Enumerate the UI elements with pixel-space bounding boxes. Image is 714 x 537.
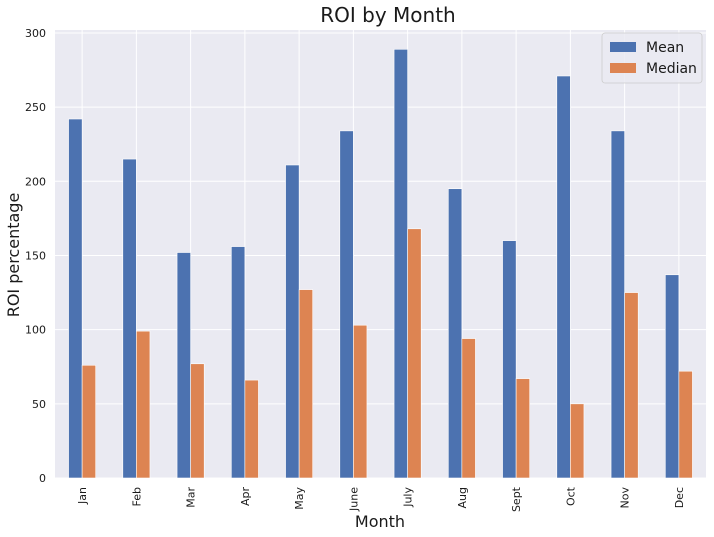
legend-swatch-mean [610,42,636,52]
bar-mean-nov [610,130,625,479]
x-tick-label: May [293,487,306,510]
x-tick-label: July [402,487,415,508]
legend-label-median: Median [646,61,697,77]
bar-mean-feb [122,158,137,479]
y-tick-label: 100 [25,324,46,337]
x-tick-label: Mar [185,487,198,508]
y-tick-label: 0 [39,472,46,485]
bar-mean-july [393,48,408,479]
bar-median-nov [624,292,639,479]
bar-median-apr [244,379,259,479]
bar-median-jan [81,364,96,479]
bar-mean-jan [68,118,83,479]
y-tick-label: 150 [25,249,46,262]
y-tick-label: 250 [25,101,46,114]
bar-median-aug [461,338,476,479]
x-tick-label: Jan [76,487,89,505]
y-tick-label: 300 [25,27,46,40]
x-tick-label: Aug [456,487,469,508]
bar-median-may [298,289,313,479]
x-tick-label: Oct [564,486,577,506]
bars [68,48,693,479]
bar-mean-may [285,164,300,479]
bar-median-feb [136,330,151,479]
bar-mean-sept [502,240,517,479]
bar-mean-june [339,130,354,479]
bar-mean-dec [665,274,680,479]
bar-median-june [353,324,368,479]
legend-label-mean: Mean [646,40,684,56]
y-tick-label: 200 [25,175,46,188]
x-tick-label: Nov [619,487,632,509]
bar-mean-mar [176,252,191,479]
bar-median-sept [515,378,530,479]
tick-labels: 0 50 100 150 200 250 300 Jan Feb Mar Apr May June Jul… [25,27,686,512]
bar-median-oct [570,403,585,479]
y-axis-label: ROI percentage [4,193,23,318]
bar-median-dec [678,370,693,479]
bar-median-mar [190,363,205,479]
chart-title: ROI by Month [320,3,455,27]
bar-mean-apr [231,246,246,479]
bar-mean-oct [556,75,571,479]
plot-area [55,30,706,478]
bar-mean-aug [448,188,463,479]
x-axis-label: Month [355,512,405,531]
legend-swatch-median [610,63,636,73]
x-tick-label: Dec [673,487,686,508]
legend: Mean Median [601,32,703,84]
bar-median-july [407,228,422,479]
x-tick-label: Feb [130,487,143,506]
x-tick-label: June [347,487,360,512]
y-tick-label: 50 [32,398,46,411]
x-tick-label: Sept [510,486,523,512]
x-tick-label: Apr [239,487,252,507]
